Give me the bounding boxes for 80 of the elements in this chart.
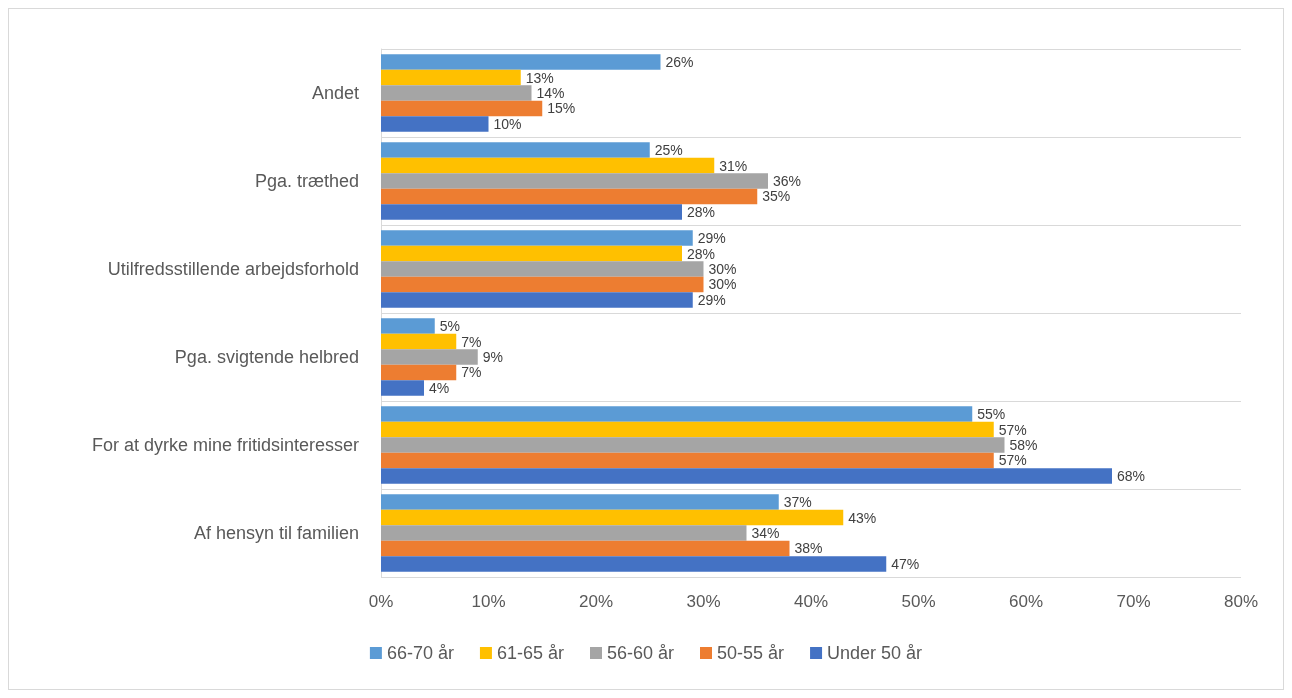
bar	[381, 380, 424, 396]
bar	[381, 116, 489, 132]
x-tick-label: 20%	[578, 592, 614, 611]
data-label: 36%	[773, 173, 802, 189]
data-label: 14%	[536, 85, 565, 101]
data-label: 26%	[665, 54, 694, 71]
bar	[381, 292, 693, 308]
data-label: 55%	[977, 406, 1006, 423]
bar	[381, 364, 457, 381]
bar	[381, 85, 532, 101]
bar	[381, 142, 650, 158]
data-label: 15%	[547, 100, 576, 117]
bar	[381, 333, 457, 350]
legend-label: 50-55 år	[717, 643, 785, 663]
bar	[381, 525, 747, 541]
bar	[381, 157, 715, 174]
data-label: 30%	[708, 261, 737, 277]
bar	[381, 406, 973, 422]
data-label: 28%	[687, 245, 716, 262]
data-label: 37%	[783, 494, 812, 511]
data-label: 58%	[1009, 437, 1038, 453]
x-tick-label: 60%	[1008, 592, 1044, 611]
data-label: 31%	[719, 157, 748, 174]
bar	[381, 437, 1005, 453]
data-label: 57%	[998, 452, 1027, 469]
data-label: 10%	[493, 115, 522, 132]
y-tick-label: Pga. træthed	[254, 171, 359, 191]
legend-label: Under 50 år	[827, 643, 923, 663]
bar	[381, 245, 682, 262]
bar	[381, 100, 543, 117]
bar	[381, 540, 790, 557]
data-label: 38%	[794, 540, 823, 557]
x-tick-label: 10%	[471, 592, 506, 611]
bar	[381, 556, 887, 572]
y-tick-label: Pga. svigtende helbred	[174, 347, 359, 367]
bar	[381, 452, 994, 469]
legend-label: 66-70 år	[386, 643, 454, 663]
y-tick-label: Af hensyn til familien	[193, 523, 359, 543]
data-label: 28%	[687, 203, 716, 220]
bar	[381, 318, 435, 334]
legend-label: 56-60 år	[606, 643, 675, 663]
y-tick-label: For at dyrke mine fritidsinteresser	[91, 435, 359, 455]
bar	[381, 261, 704, 277]
data-label: 30%	[708, 276, 737, 293]
data-label: 9%	[482, 349, 503, 365]
data-label: 29%	[697, 230, 726, 247]
bar	[381, 509, 844, 526]
data-label: 57%	[998, 421, 1027, 438]
y-tick-label: Andet	[311, 83, 359, 103]
data-label: 25%	[654, 142, 683, 159]
data-label: 43%	[848, 509, 877, 526]
x-tick-label: 70%	[1116, 592, 1151, 611]
bar	[381, 349, 478, 365]
data-label: 7%	[461, 333, 482, 350]
x-tick-label: 30%	[686, 592, 721, 611]
y-tick-label: Utilfredsstillende arbejdsforhold	[107, 259, 359, 279]
data-label: 34%	[751, 525, 780, 541]
x-tick-label: 80%	[1223, 592, 1259, 611]
legend-label: 61-65 år	[496, 643, 564, 663]
x-tick-label: 0%	[368, 592, 394, 611]
data-label: 13%	[525, 69, 554, 86]
bar	[381, 69, 521, 86]
bar	[381, 421, 994, 438]
bar	[381, 468, 1112, 484]
data-label: 4%	[429, 379, 450, 396]
bar	[381, 173, 768, 189]
data-label: 29%	[697, 291, 726, 308]
bar	[381, 230, 693, 246]
bar	[381, 54, 661, 70]
x-tick-label: 40%	[793, 592, 829, 611]
bar	[381, 494, 779, 510]
data-label: 68%	[1117, 467, 1146, 484]
data-label: 5%	[439, 318, 460, 335]
x-tick-label: 50%	[901, 592, 936, 611]
bar	[381, 204, 682, 220]
data-label: 7%	[461, 364, 482, 381]
data-label: 47%	[891, 555, 920, 572]
bar	[381, 188, 758, 205]
data-label: 35%	[762, 188, 791, 205]
bar	[381, 276, 704, 293]
